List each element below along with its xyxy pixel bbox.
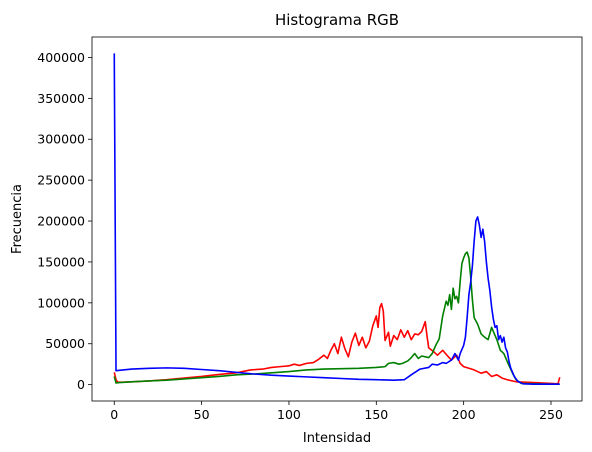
x-tick-label: 150	[364, 407, 388, 422]
series-line-1	[113, 251, 560, 386]
plot-area	[92, 37, 582, 401]
y-tick-label: 100000	[37, 295, 85, 310]
y-tick-label: 350000	[37, 91, 85, 106]
y-tick-label: 200000	[37, 214, 85, 229]
y-tick-label: 400000	[37, 50, 85, 65]
x-axis-ticks: 0 50 100 150 200 250	[110, 401, 563, 422]
series-line-0	[113, 302, 561, 385]
y-tick-label: 250000	[37, 173, 85, 188]
plot-frame	[91, 36, 583, 402]
series-line-2	[113, 53, 560, 386]
x-axis-label: Intensidad	[303, 431, 371, 446]
y-axis-ticks: 0 50000 100000 150000 200000 250000 300000 3500…	[37, 50, 92, 392]
y-tick-label: 50000	[45, 336, 85, 351]
chart-title: Histograma RGB	[275, 11, 399, 29]
series-layer	[113, 53, 561, 386]
y-axis-label: Frecuencia	[10, 184, 25, 254]
x-tick-label: 200	[452, 407, 476, 422]
x-tick-label: 100	[277, 407, 301, 422]
y-tick-label: 0	[77, 377, 85, 392]
y-tick-label: 300000	[37, 132, 85, 147]
x-tick-label: 0	[110, 407, 118, 422]
x-tick-label: 250	[539, 407, 563, 422]
y-tick-label: 150000	[37, 254, 85, 269]
x-tick-label: 50	[194, 407, 210, 422]
